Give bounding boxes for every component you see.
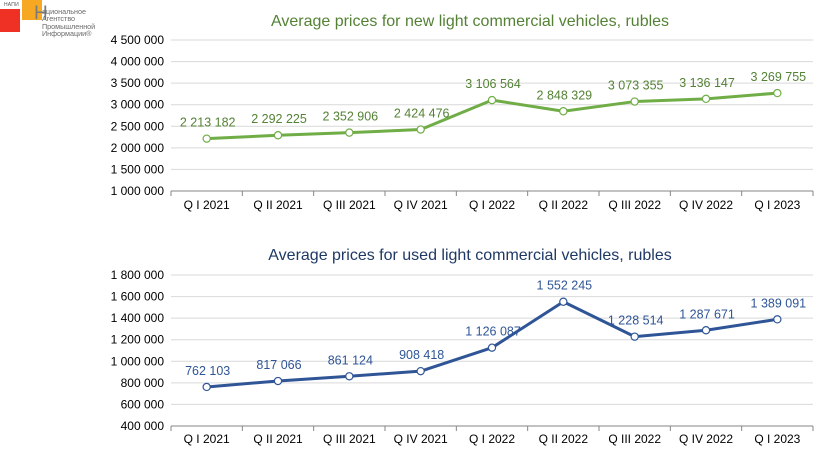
used-data-label: 762 103 [185, 364, 230, 378]
new-data-label: 2 292 225 [251, 112, 307, 126]
used-y-tick-label: 400 000 [121, 419, 165, 433]
new-data-label: 3 073 355 [608, 79, 664, 93]
new-x-tick-label: Q IV 2022 [679, 198, 733, 212]
used-y-tick-label: 800 000 [121, 376, 165, 390]
used-y-tick-label: 600 000 [121, 397, 165, 411]
used-data-label: 1 126 087 [465, 325, 521, 339]
new-data-label: 2 424 476 [394, 107, 450, 121]
used-data-label: 1 389 091 [751, 296, 807, 310]
used-data-label: 1 228 514 [608, 314, 664, 328]
new-x-tick-label: Q II 2022 [539, 198, 589, 212]
new-y-tick-label: 4 500 000 [111, 33, 165, 47]
logo-name: ациональное Агентство Промышленной Инфор… [42, 7, 96, 39]
used-data-point [416, 366, 425, 376]
used-y-tick-label: 1 800 000 [111, 268, 165, 282]
used-data-point [701, 326, 711, 335]
used-data-label: 1 552 245 [537, 279, 593, 293]
used-data-point [773, 315, 782, 324]
used-y-tick-label: 1 000 000 [111, 354, 165, 368]
new-data-point [345, 128, 354, 137]
new-x-tick-label: Q IV 2021 [394, 198, 448, 212]
new-data-point [202, 134, 211, 143]
new-y-tick-label: 3 500 000 [111, 76, 165, 90]
used-x-tick-label: Q I 2021 [184, 432, 230, 446]
used-x-tick-label: Q III 2022 [608, 432, 661, 446]
new-data-label: 3 136 147 [679, 76, 735, 90]
used-x-tick-label: Q II 2022 [539, 432, 589, 446]
used-y-tick-label: 1 600 000 [111, 290, 165, 304]
used-data-point [630, 332, 639, 341]
used-chart-title: Average prices for used light commercial… [268, 247, 671, 264]
used-data-label: 817 066 [256, 358, 301, 372]
new-x-tick-label: Q I 2023 [754, 198, 800, 212]
new-data-point [773, 88, 782, 98]
new-data-label: 2 213 182 [180, 116, 236, 130]
used-y-tick-label: 1 400 000 [111, 311, 165, 325]
napi-logo: НАПИ Н ациональное Агентство Промышленно… [0, 0, 100, 39]
used-data-point [273, 376, 283, 386]
new-x-tick-label: Q I 2021 [184, 198, 230, 212]
new-y-tick-label: 3 000 000 [111, 98, 165, 112]
used-x-tick-label: Q IV 2021 [394, 432, 448, 446]
new-data-label: 2 848 329 [537, 88, 593, 102]
used-data-point [345, 372, 354, 381]
used-y-tick-label: 1 200 000 [111, 333, 165, 347]
logo-abbreviation: НАПИ [4, 2, 19, 8]
used-x-tick-label: Q IV 2022 [679, 432, 733, 446]
new-x-tick-label: Q III 2022 [608, 198, 661, 212]
new-x-tick-label: Q I 2022 [469, 198, 515, 212]
used-data-label: 1 287 671 [679, 307, 735, 321]
new-y-tick-label: 1 000 000 [111, 184, 165, 198]
new-x-tick-label: Q II 2021 [253, 198, 303, 212]
new-data-point [701, 94, 711, 104]
new-x-tick-label: Q III 2021 [323, 198, 376, 212]
used-x-tick-label: Q III 2021 [323, 432, 376, 446]
new-data-point [630, 97, 639, 106]
new-data-point [487, 95, 497, 105]
logo-red-square [0, 9, 20, 32]
used-data-point [559, 297, 568, 306]
new-chart-title: Average prices for new light commercial … [271, 13, 669, 30]
new-data-point [273, 131, 283, 140]
new-y-tick-label: 2 000 000 [111, 141, 165, 155]
used-data-point [202, 382, 211, 392]
new-data-label: 3 106 564 [465, 77, 521, 91]
new-y-tick-label: 2 500 000 [111, 119, 165, 133]
new-data-label: 2 352 906 [323, 110, 379, 124]
used-x-tick-label: Q I 2022 [469, 432, 515, 446]
new-y-tick-label: 1 500 000 [111, 162, 165, 176]
logo-initial: Н [34, 3, 48, 24]
used-x-tick-label: Q I 2023 [754, 432, 800, 446]
logo-orange-square [22, 0, 42, 20]
new-y-tick-label: 4 000 000 [111, 55, 165, 69]
new-data-point [559, 107, 568, 116]
used-x-tick-label: Q II 2021 [253, 432, 303, 446]
new-data-point [416, 125, 425, 134]
used-data-point [487, 343, 497, 352]
new-data-label: 3 269 755 [751, 70, 807, 84]
used-data-label: 908 418 [399, 348, 444, 362]
used-data-label: 861 124 [328, 353, 373, 367]
